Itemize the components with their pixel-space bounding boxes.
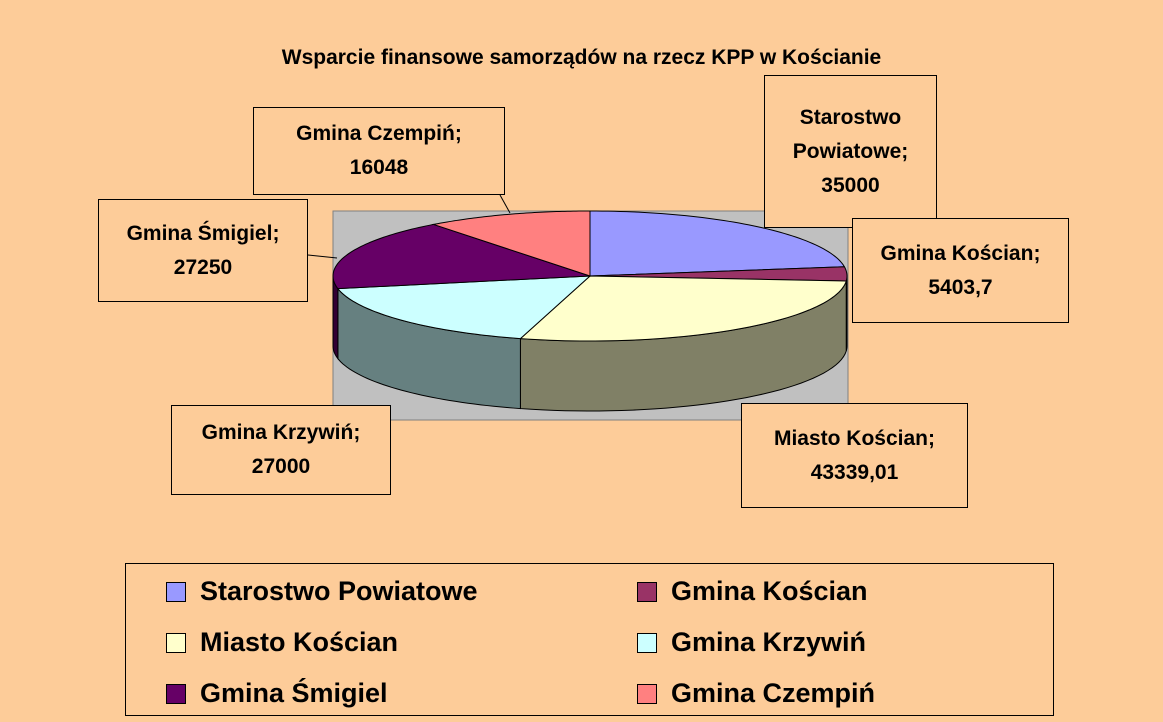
data-label-text: Gmina Śmigiel; 27250 [127, 217, 280, 285]
data-label-value: 16048 [349, 156, 409, 179]
legend-item: Gmina Krzywiń [637, 627, 866, 658]
legend-label: Gmina Śmigiel [200, 678, 388, 708]
legend-swatch [637, 581, 657, 602]
legend-swatch [166, 632, 186, 653]
pie-slice [431, 210, 591, 277]
legend-swatch [637, 632, 657, 653]
pie-slice [332, 223, 591, 290]
data-label-category: Gmina Czempiń [296, 122, 455, 145]
legend-item: Gmina Śmigiel [166, 678, 388, 709]
data-label-category: Miasto Kościan [773, 426, 929, 450]
legend-swatch [166, 683, 186, 704]
data-label-category: Gmina Krzywiń [201, 421, 354, 444]
data-label-text: Miasto Kościan; 43339,01 [774, 422, 935, 490]
pie-slice [519, 275, 847, 342]
pie [332, 210, 848, 412]
leader-line [307, 254, 338, 259]
data-label-separator: ; [1033, 241, 1041, 265]
legend-label: Gmina Czempiń [671, 678, 876, 708]
data-label-separator: ; [928, 426, 936, 450]
data-label-value: 27250 [173, 255, 233, 279]
data-label-separator: ; [901, 139, 909, 163]
pie-slice [589, 210, 846, 277]
data-label: Gmina Czempiń; 16048 [253, 107, 505, 195]
legend-swatch [637, 683, 657, 704]
data-label: Gmina Krzywiń; 27000 [171, 405, 391, 495]
legend-swatch [166, 581, 186, 602]
data-label-value: 35000 [821, 173, 880, 197]
legend-item: Gmina Czempiń [637, 678, 875, 709]
data-label-category: Starostwo Powiatowe [792, 105, 902, 163]
pie-slice [336, 275, 592, 340]
legend-label: Gmina Kościan [671, 576, 868, 606]
legend: Starostwo Powiatowe Gmina Kościan Miasto K… [125, 563, 1054, 716]
data-label-value: 5403,7 [928, 275, 993, 299]
data-label-category: Gmina Śmigiel [126, 221, 273, 245]
legend-item: Starostwo Powiatowe [166, 576, 478, 607]
legend-label: Gmina Krzywiń [671, 627, 867, 657]
leader-line [499, 194, 511, 214]
data-label-text: Starostwo Powiatowe; 35000 [765, 101, 936, 203]
data-label: Gmina Śmigiel; 27250 [98, 199, 308, 302]
data-label: Gmina Kościan; 5403,7 [852, 218, 1069, 323]
data-label-text: Gmina Czempiń; 16048 [296, 117, 462, 185]
legend-item: Gmina Kościan [637, 576, 868, 607]
legend-label: Starostwo Powiatowe [200, 576, 478, 606]
legend-label: Miasto Kościan [200, 627, 399, 657]
data-label-text: Gmina Kościan; 5403,7 [881, 237, 1041, 305]
data-label-value: 27000 [251, 455, 311, 478]
data-label: Miasto Kościan; 43339,01 [741, 403, 968, 508]
data-label-separator: ; [272, 221, 280, 245]
legend-item: Miasto Kościan [166, 627, 398, 658]
data-label-separator: ; [454, 122, 462, 145]
data-label-value: 43339,01 [810, 460, 899, 484]
chart-title: Wsparcie finansowe samorządów na rzecz K… [281, 46, 882, 69]
data-label: Starostwo Powiatowe; 35000 [764, 75, 937, 228]
data-label-category: Gmina Kościan [880, 241, 1034, 265]
data-label-separator: ; [353, 421, 361, 444]
pie-slice [589, 266, 848, 282]
data-label-text: Gmina Krzywiń; 27000 [202, 416, 361, 484]
